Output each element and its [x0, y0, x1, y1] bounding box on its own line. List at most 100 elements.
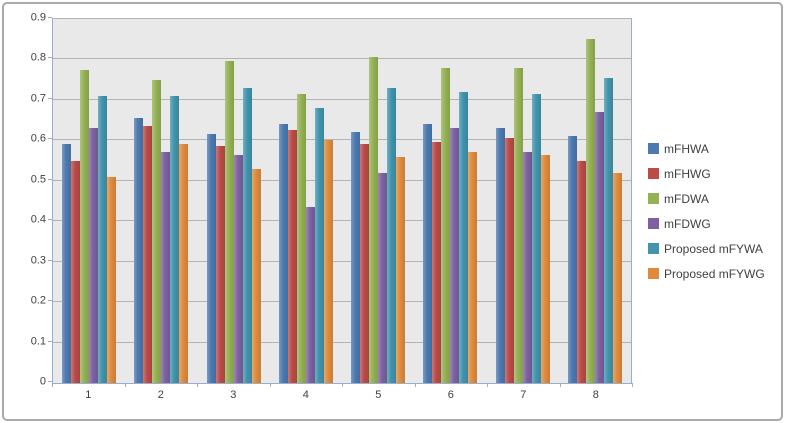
y-tick-label: 0	[39, 375, 46, 388]
gridline	[53, 18, 631, 19]
bar-group	[487, 19, 559, 383]
legend-label: mFDWA	[664, 191, 709, 206]
x-axis-label: 8	[592, 389, 599, 401]
bar-group	[270, 19, 342, 383]
x-tick	[632, 383, 633, 387]
legend-color-swatch	[648, 193, 659, 204]
bar-groups-layer	[53, 19, 631, 383]
bar	[152, 79, 162, 383]
y-tick-label: 0.4	[30, 213, 46, 226]
bar	[369, 57, 379, 383]
gridline	[53, 58, 631, 60]
y-tick	[48, 381, 52, 382]
y-tick	[48, 57, 52, 59]
y-tick	[48, 340, 52, 342]
legend-item: mFDWG	[648, 211, 765, 236]
bar	[360, 144, 370, 383]
y-tick	[48, 259, 52, 261]
bar	[387, 87, 397, 383]
bar	[594, 112, 604, 383]
bar	[323, 140, 333, 383]
gridline	[53, 139, 631, 141]
legend-label: mFHWA	[664, 141, 709, 156]
legend: mFHWA mFHWG mFDWA mFDWG Proposed mFYWA Propos…	[648, 136, 765, 286]
x-tick	[124, 383, 126, 387]
bar	[224, 61, 234, 383]
y-tick-label: 0.2	[30, 294, 46, 307]
bar	[576, 160, 586, 383]
bar	[170, 95, 180, 383]
bar-group	[125, 19, 197, 383]
gridline	[53, 179, 631, 181]
y-tick-label: 0.1	[30, 335, 46, 348]
x-axis-label: 2	[157, 389, 164, 401]
legend-item: Proposed mFYWA	[648, 236, 765, 261]
gridline	[53, 98, 631, 100]
y-tick-label: 0.9	[30, 11, 46, 24]
x-tick	[559, 383, 561, 387]
legend-color-swatch	[648, 268, 659, 279]
legend-item: mFDWA	[648, 186, 765, 211]
x-axis-label: 1	[85, 389, 92, 401]
x-axis-label: 5	[375, 389, 382, 401]
bar	[504, 138, 514, 383]
bar	[441, 67, 451, 383]
bar	[513, 67, 523, 383]
gridline	[53, 301, 631, 303]
x-tick	[487, 383, 488, 387]
y-tick	[48, 178, 52, 180]
x-axis-label: 4	[302, 389, 309, 401]
bar	[161, 152, 171, 383]
x-tick	[197, 383, 198, 387]
legend-item: mFHWA	[648, 136, 765, 161]
bar	[459, 91, 469, 383]
y-tick	[48, 17, 52, 18]
bar	[296, 93, 306, 383]
bar	[468, 152, 478, 383]
bar	[143, 126, 153, 383]
bar	[80, 69, 90, 383]
y-axis-ticks	[48, 17, 52, 382]
y-tick-label: 0.5	[30, 173, 46, 186]
legend-label: mFDWG	[664, 216, 711, 231]
y-tick	[48, 219, 52, 221]
legend-label: mFHWG	[664, 166, 711, 181]
bar	[107, 176, 117, 383]
bar	[396, 156, 406, 383]
bar-group	[198, 19, 270, 383]
bar	[531, 93, 541, 383]
bar	[351, 132, 361, 383]
y-tick-label: 0.6	[30, 132, 46, 145]
x-tick	[52, 383, 53, 387]
bar	[314, 107, 324, 383]
legend-item: mFHWG	[648, 161, 765, 186]
bar	[585, 39, 595, 383]
y-axis: 0 0.1 0.2 0.3 0.4 0.5 0.6 0.7 0.8 0.9	[4, 12, 46, 387]
bar	[495, 128, 505, 383]
legend-color-swatch	[648, 218, 659, 229]
y-tick	[48, 300, 52, 302]
y-tick	[48, 97, 52, 99]
y-tick-label: 0.8	[30, 51, 46, 64]
bar	[134, 118, 144, 383]
bar	[567, 136, 577, 383]
bar	[71, 160, 81, 383]
plot-area	[52, 18, 632, 384]
bar	[215, 146, 225, 383]
x-axis-label: 3	[230, 389, 237, 401]
x-axis-label: 6	[447, 389, 454, 401]
legend-label: Proposed mFYWA	[664, 241, 763, 256]
x-tick	[269, 383, 271, 387]
bar-group	[53, 19, 125, 383]
bar	[278, 124, 288, 383]
bar	[423, 124, 433, 383]
x-axis-ticks	[52, 383, 633, 387]
bar	[522, 152, 532, 383]
gridline	[53, 260, 631, 262]
bar	[287, 130, 297, 383]
bar	[305, 207, 315, 383]
bar-group	[342, 19, 414, 383]
bar	[98, 95, 108, 383]
